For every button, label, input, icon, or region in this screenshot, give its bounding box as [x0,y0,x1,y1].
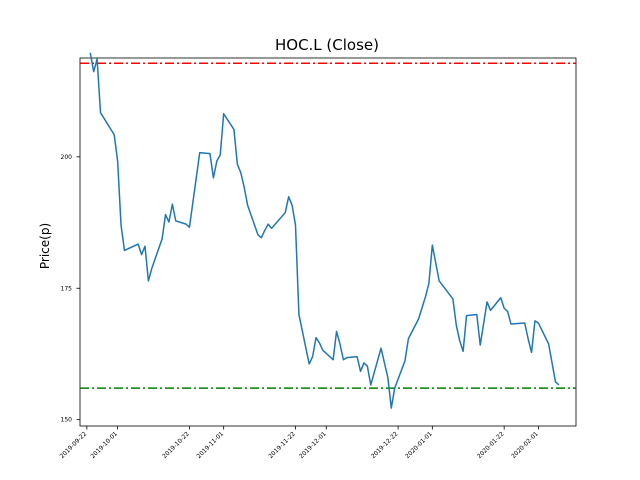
series-layer [89,52,560,409]
x-tick-label: 2020-01-01 [404,430,434,460]
chart-title: HOC.L (Close) [275,36,379,54]
x-axis-ticks: 2019-09-22 2019-10-01 2019-10-22 2019-11-01… [59,426,540,460]
x-tick-label: 2019-12-01 [298,430,328,460]
x-tick-label: 2019-11-01 [195,430,225,460]
y-tick-label: 175 [61,285,73,292]
y-tick-label: 150 [61,417,73,424]
x-tick-label: 2019-11-22 [267,430,297,460]
series-line-1 [89,52,560,409]
plot-area-frame [79,57,577,427]
x-tick-label: 2020-02-01 [510,430,540,460]
reference-lines [80,62,576,389]
x-tick-label: 2019-10-22 [161,430,191,460]
x-tick-label: 2019-10-01 [89,430,119,460]
y-axis-label: Price(p) [38,223,52,269]
x-tick-label: 2019-09-22 [59,430,89,460]
y-tick-label: 200 [61,154,73,161]
x-tick-label: 2019-12-22 [370,430,400,460]
x-tick-label: 2020-01-22 [476,430,506,460]
y-axis-ticks: 150 175 200 [61,154,80,424]
